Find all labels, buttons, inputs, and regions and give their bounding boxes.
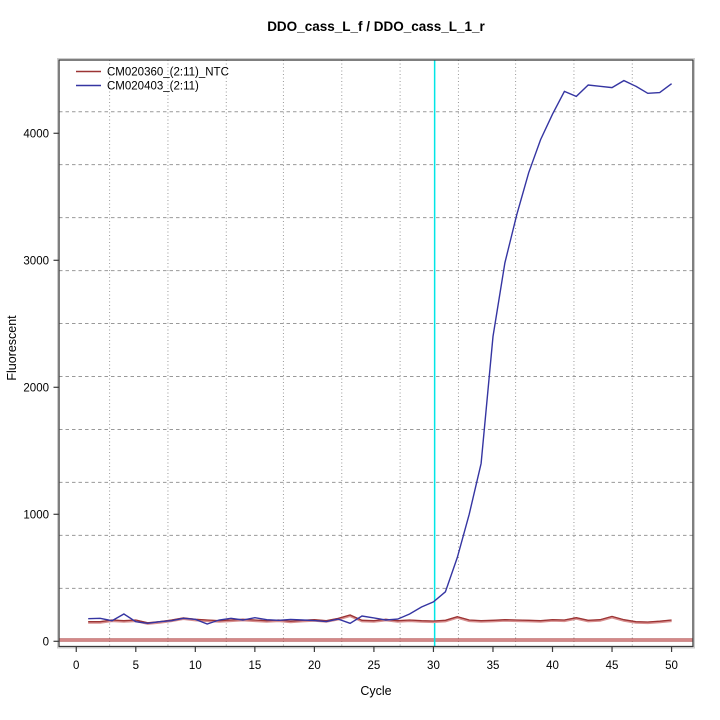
- chart-title: DDO_cass_L_f / DDO_cass_L_1_r: [267, 19, 485, 34]
- y-tick-label: 4000: [23, 128, 49, 140]
- y-tick-label: 1000: [23, 509, 49, 521]
- x-tick-label: 0: [73, 660, 79, 672]
- x-tick-label: 15: [248, 660, 261, 672]
- x-tick-label: 20: [308, 660, 321, 672]
- legend-label-sample: CM020403_(2:11): [107, 81, 199, 93]
- x-tick-label: 50: [665, 660, 678, 672]
- y-tick-label: 3000: [23, 255, 49, 267]
- y-tick-label: 2000: [23, 382, 49, 394]
- x-tick-label: 5: [133, 660, 139, 672]
- sample-trace: [88, 79, 673, 625]
- x-tick-label: 25: [368, 660, 381, 672]
- x-axis-label: Cycle: [360, 684, 391, 698]
- x-tick-label: 30: [427, 660, 440, 672]
- plot-box: [58, 59, 694, 648]
- y-axis-label: Fluorescent: [5, 315, 19, 381]
- legend-label-ntc: CM020360_(2:11)_NTC: [107, 67, 229, 79]
- x-tick-label: 35: [487, 660, 500, 672]
- legend: CM020360_(2:11)_NTC CM020403_(2:11): [76, 67, 229, 93]
- y-tick-label: 0: [43, 636, 49, 648]
- plot-box-shadow: [57, 58, 695, 649]
- x-tick-label: 45: [606, 660, 619, 672]
- x-tick-label: 40: [546, 660, 559, 672]
- plot-area: 0 5 10 15 20 25 30 35 40 45 50 0 1000 2000 3000 4000: [23, 58, 695, 672]
- x-tick-label: 10: [189, 660, 202, 672]
